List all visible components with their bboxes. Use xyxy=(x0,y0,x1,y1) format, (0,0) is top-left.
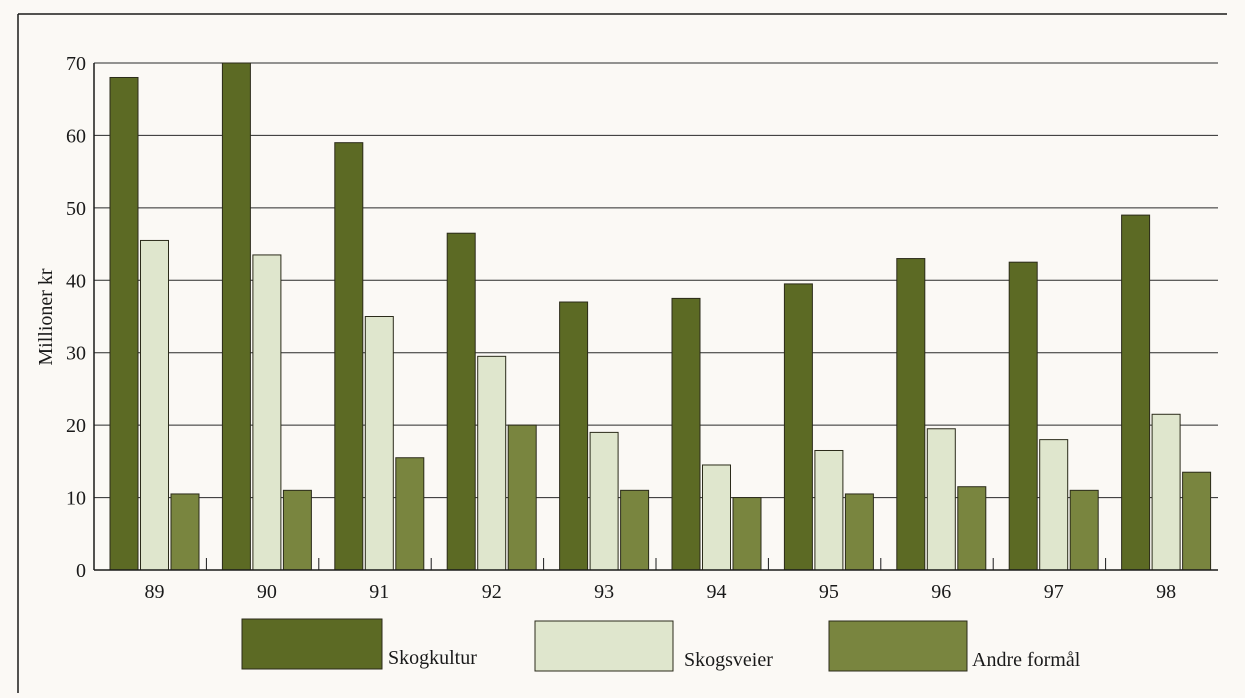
y-tick-label: 60 xyxy=(66,125,86,147)
x-tick-label: 91 xyxy=(369,581,389,603)
bar-skogkultur-95 xyxy=(783,283,813,571)
y-tick-label: 70 xyxy=(66,53,86,75)
legend-label: Skogsveier xyxy=(684,649,773,671)
bar-skogkultur-93 xyxy=(559,301,589,571)
y-tick-labels: 0 10 20 30 40 50 60 70 xyxy=(66,53,86,582)
bar-skogkultur-98 xyxy=(1121,214,1151,571)
legend-swatch-skogkultur xyxy=(241,618,383,670)
bar-skogsveier-98 xyxy=(1151,413,1181,571)
bars xyxy=(109,62,1212,571)
x-tick-label: 97 xyxy=(1044,581,1064,603)
bar-andre-form-l-97 xyxy=(1069,489,1099,571)
bar-skogsveier-94 xyxy=(702,464,731,571)
x-tick-label: 90 xyxy=(257,581,277,603)
bar-andre-form-l-95 xyxy=(844,493,874,571)
legend-label: Skogkultur xyxy=(388,647,477,669)
y-tick-label: 30 xyxy=(66,343,86,365)
x-tick-label: 89 xyxy=(145,581,165,603)
bar-andre-form-l-94 xyxy=(732,497,762,571)
y-tick-label: 0 xyxy=(76,560,86,582)
bar-skogkultur-91 xyxy=(334,142,364,571)
bar-skogkultur-96 xyxy=(896,258,926,571)
x-tick-label: 94 xyxy=(707,581,727,603)
axes xyxy=(93,63,1218,571)
bar-andre-form-l-91 xyxy=(395,457,425,571)
bar-skogsveier-93 xyxy=(589,431,619,571)
bar-andre-form-l-89 xyxy=(170,493,200,571)
bar-skogkultur-90 xyxy=(221,62,251,571)
bar-andre-form-l-98 xyxy=(1182,471,1212,571)
y-axis-label: Millioner kr xyxy=(35,268,57,366)
bar-skogkultur-97 xyxy=(1008,261,1038,571)
y-tick-label: 20 xyxy=(66,415,86,437)
legend: Skogkultur Skogsveier Andre formål xyxy=(241,618,1081,672)
x-tick-label: 96 xyxy=(931,581,951,603)
bar-skogsveier-96 xyxy=(926,428,956,571)
y-tick-label: 50 xyxy=(66,198,86,220)
legend-label: Andre formål xyxy=(972,649,1081,671)
bar-andre-form-l-93 xyxy=(620,489,650,571)
bar-skogkultur-92 xyxy=(446,232,476,571)
bar-andre-form-l-96 xyxy=(957,486,987,571)
x-tick-labels: 89 90 91 92 93 94 95 96 97 98 xyxy=(145,581,1177,603)
bar-andre-form-l-92 xyxy=(507,424,537,571)
y-tick-label: 10 xyxy=(66,488,86,510)
bar-skogsveier-97 xyxy=(1039,439,1069,571)
x-tick-label: 93 xyxy=(594,581,614,603)
y-tick-label: 40 xyxy=(66,270,86,292)
bar-skogsveier-91 xyxy=(364,316,394,571)
bar-skogkultur-89 xyxy=(109,76,139,571)
legend-swatch-skogsveier xyxy=(534,620,674,672)
legend-swatch-andre-form-l xyxy=(828,620,968,672)
bar-skogsveier-89 xyxy=(140,239,169,571)
x-tick-label: 95 xyxy=(819,581,839,603)
bar-skogsveier-92 xyxy=(477,355,507,571)
bar-skogsveier-90 xyxy=(252,254,282,571)
bar-skogkultur-94 xyxy=(671,297,701,571)
bar-skogsveier-95 xyxy=(814,449,844,571)
x-tick-label: 92 xyxy=(482,581,502,603)
bar-andre-form-l-90 xyxy=(282,489,312,571)
x-tick-label: 98 xyxy=(1156,581,1176,603)
